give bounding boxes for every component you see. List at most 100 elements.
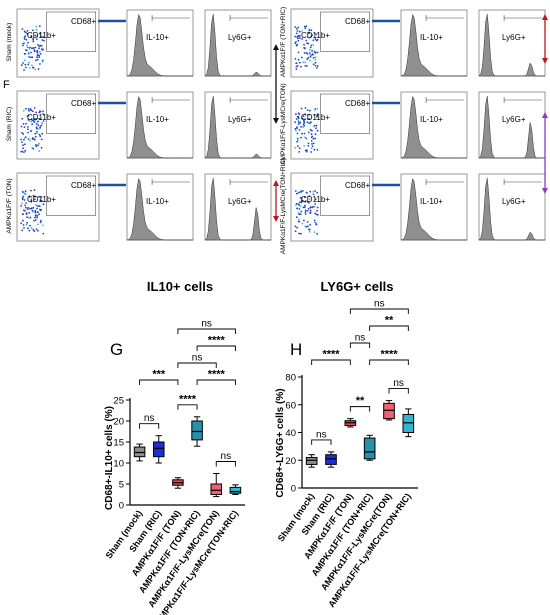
box-iqr bbox=[152, 441, 165, 458]
dotplot-event bbox=[40, 146, 43, 149]
dotplot-event bbox=[314, 133, 317, 136]
dotplot-event bbox=[27, 51, 30, 54]
dotplot-event bbox=[35, 213, 37, 216]
dotplot-event bbox=[298, 30, 301, 33]
flow-row-left-3: AMPKα1F/F (TON) CD68+ CD11b+ IL-10+ Ly6G+ bbox=[6, 172, 272, 242]
dotplot-event bbox=[301, 56, 303, 59]
dotplot-event bbox=[23, 42, 25, 45]
dotplot-event bbox=[34, 216, 36, 219]
arrow-head-down bbox=[273, 216, 279, 222]
bracket-label: ** bbox=[385, 315, 394, 327]
dotplot-event bbox=[309, 223, 312, 226]
dotplot-event bbox=[304, 136, 306, 139]
dotplot-event bbox=[35, 35, 38, 38]
dotplot-event bbox=[304, 61, 306, 63]
arrow-head-up bbox=[542, 14, 548, 20]
dotplot-event bbox=[38, 142, 40, 145]
dotplot-event bbox=[23, 138, 25, 141]
box-iqr bbox=[402, 413, 415, 433]
dotplot-event bbox=[42, 120, 45, 122]
dotplot-event bbox=[26, 221, 28, 224]
chart-il10-significance-bracket: **** bbox=[177, 393, 198, 410]
chart-il10-significance-bracket: ns bbox=[177, 319, 236, 334]
dotplot-event bbox=[40, 208, 42, 211]
dotplot-event bbox=[27, 227, 29, 230]
dotplot-event bbox=[302, 61, 305, 64]
dotplot-event bbox=[22, 133, 25, 135]
dotplot-event bbox=[316, 113, 319, 115]
chart-ly6g-box-1 bbox=[305, 454, 318, 468]
dotplot-event bbox=[41, 224, 44, 227]
dotplot-event bbox=[315, 33, 318, 35]
chart-il10-y-tick-label: 25 bbox=[113, 396, 124, 407]
dotplot-event bbox=[301, 132, 303, 135]
dotplot-event bbox=[296, 30, 299, 32]
dotplot-event bbox=[26, 46, 29, 49]
dotplot-event bbox=[31, 123, 34, 126]
dotplot-event bbox=[35, 38, 38, 40]
chart-il10-y-tick-label: 20 bbox=[113, 417, 124, 428]
dotplot-event bbox=[304, 204, 306, 207]
dotplot-event bbox=[313, 113, 316, 116]
dotplot-event bbox=[22, 44, 24, 47]
dotplot-event bbox=[297, 123, 300, 125]
dotplot-event bbox=[21, 202, 23, 205]
dotplot-event bbox=[314, 198, 317, 201]
box-iqr bbox=[305, 456, 318, 465]
dotplot-event bbox=[310, 136, 313, 139]
dotplot-event bbox=[314, 109, 316, 111]
dotplot-event bbox=[33, 189, 36, 192]
dotplot-event bbox=[315, 223, 318, 226]
dotplot-event bbox=[295, 32, 298, 35]
dotplot-event bbox=[309, 128, 312, 131]
dotplot-event bbox=[37, 68, 40, 70]
dotplot-event bbox=[304, 107, 307, 109]
dotplot-event bbox=[310, 29, 313, 32]
dotplot-event bbox=[24, 52, 26, 55]
bracket-line bbox=[139, 379, 179, 385]
dotplot-event bbox=[39, 221, 42, 224]
dotplot-event bbox=[306, 109, 309, 111]
bracket-label: ns bbox=[355, 333, 366, 344]
dotplot-event bbox=[34, 211, 37, 214]
dotplot-event bbox=[32, 47, 35, 50]
dotplot-event bbox=[29, 216, 32, 219]
dotplot-event bbox=[295, 68, 298, 70]
dotplot-event bbox=[41, 200, 43, 202]
bracket-line bbox=[196, 379, 236, 385]
dotplot-event bbox=[28, 229, 31, 232]
dotplot-event bbox=[305, 52, 308, 54]
dotplot-event bbox=[24, 149, 27, 152]
dotplot-event bbox=[26, 216, 28, 219]
dotplot-event bbox=[308, 32, 310, 35]
box-iqr bbox=[210, 483, 223, 495]
histogram-curve bbox=[204, 95, 271, 159]
dotplot-event bbox=[303, 118, 306, 121]
dotplot-event bbox=[311, 206, 314, 209]
dotplot-event bbox=[28, 56, 30, 58]
cd68-gate-box bbox=[46, 175, 97, 216]
dotplot-event bbox=[305, 39, 308, 42]
flow-panel-right: AMPKα1F/F (TON+RIC) CD68+ CD11b+ IL-10+ Ly6G… bbox=[280, 7, 548, 254]
dotplot-event bbox=[300, 190, 302, 193]
dotplot-event bbox=[311, 129, 313, 132]
dotplot-event bbox=[304, 213, 307, 215]
dotplot-event bbox=[31, 110, 34, 113]
dotplot-event bbox=[305, 191, 308, 194]
bracket-line bbox=[196, 345, 236, 351]
dotplot-event bbox=[21, 198, 24, 201]
dotplot-event bbox=[22, 144, 24, 147]
dotplot-event bbox=[308, 228, 310, 231]
dotplot-event bbox=[312, 44, 314, 46]
dotplot-event bbox=[314, 64, 317, 67]
dotplot-event bbox=[295, 202, 298, 205]
arrow-head-up bbox=[273, 44, 279, 50]
dotplot-event bbox=[311, 53, 314, 55]
chart-il10-box-1 bbox=[133, 443, 146, 462]
dotplot-event bbox=[312, 190, 315, 193]
dotplot-event bbox=[316, 114, 318, 117]
dotplot-event bbox=[33, 49, 36, 52]
bracket-label: ns bbox=[374, 299, 385, 310]
chart-il10-y-tick-label: 15 bbox=[113, 438, 124, 449]
dotplot-event bbox=[317, 214, 319, 216]
